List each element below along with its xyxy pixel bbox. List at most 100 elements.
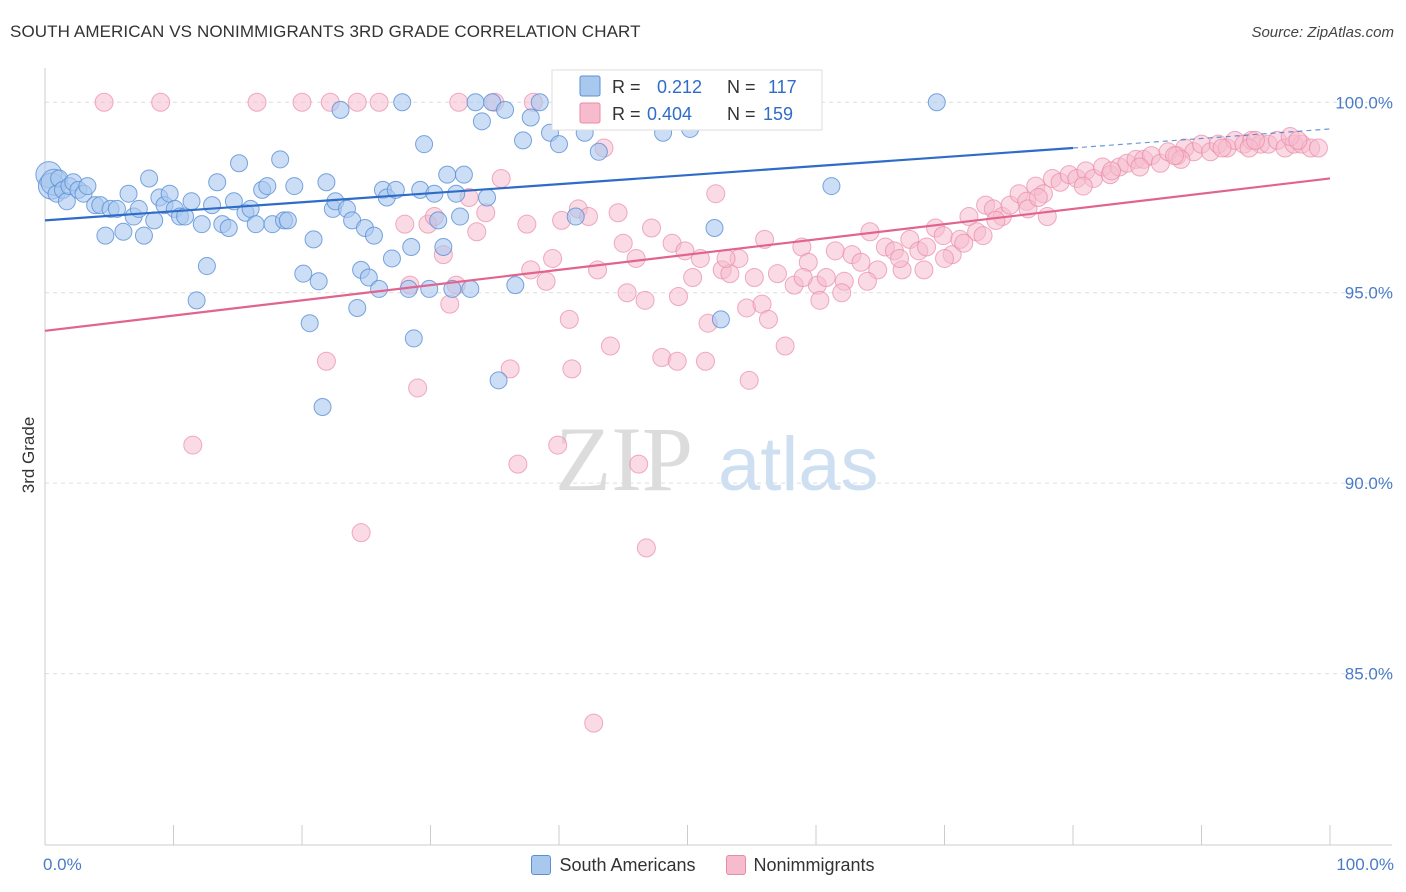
point-nonimmigrants-140 <box>521 260 541 280</box>
point-nonimmigrants-25 <box>508 454 528 474</box>
watermark-zip: ZIP <box>555 408 693 510</box>
x-tick-label-1: 100.0% <box>1336 855 1394 874</box>
point-nonimmigrants-153 <box>1073 176 1093 196</box>
point-nonimmigrants-141 <box>562 359 582 379</box>
point-south-americans-86 <box>461 279 480 298</box>
point-south-americans-54 <box>313 397 332 416</box>
point-nonimmigrants-36 <box>600 336 620 356</box>
point-nonimmigrants-3 <box>247 92 267 112</box>
point-nonimmigrants-24 <box>500 359 520 379</box>
series-nonimmigrants-points <box>94 92 1328 733</box>
point-nonimmigrants-2 <box>183 435 203 455</box>
point-nonimmigrants-41 <box>642 218 662 238</box>
point-south-americans-17 <box>114 222 133 241</box>
point-south-americans-82 <box>443 279 462 298</box>
point-south-americans-34 <box>203 196 222 215</box>
point-south-americans-11 <box>78 177 97 196</box>
point-nonimmigrants-67 <box>851 252 871 272</box>
point-south-americans-52 <box>304 230 323 249</box>
point-nonimmigrants-56 <box>758 309 778 329</box>
point-south-americans-48 <box>278 211 297 230</box>
point-nonimmigrants-149 <box>914 260 934 280</box>
trend-south-americans-extension <box>1072 128 1331 149</box>
point-south-americans-71 <box>393 93 412 112</box>
point-south-americans-64 <box>359 268 378 287</box>
trend-south-americans <box>44 146 1074 222</box>
point-nonimmigrants-7 <box>347 92 367 112</box>
point-south-americans-23 <box>145 211 164 230</box>
point-nonimmigrants-29 <box>543 248 563 268</box>
legend-swatch-pink <box>725 855 746 875</box>
stats-r-label-blue: R = <box>612 77 641 97</box>
point-nonimmigrants-122 <box>1308 138 1328 158</box>
point-south-americans-89 <box>478 188 497 207</box>
point-nonimmigrants-124 <box>793 267 813 287</box>
point-south-americans-80 <box>434 238 453 257</box>
point-nonimmigrants-146 <box>810 290 830 310</box>
point-nonimmigrants-21 <box>476 203 496 223</box>
chart-title: SOUTH AMERICAN VS NONIMMIGRANTS 3RD GRAD… <box>10 22 641 41</box>
point-south-americans-110 <box>705 218 724 237</box>
axes <box>44 68 1392 846</box>
point-nonimmigrants-58 <box>775 336 795 356</box>
point-south-americans-29 <box>176 207 195 226</box>
point-south-americans-21 <box>134 226 153 245</box>
point-nonimmigrants-152 <box>1028 188 1048 207</box>
stats-n-value-pink: 159 <box>763 104 793 124</box>
stats-r-value-blue: 0.212 <box>657 77 702 97</box>
point-nonimmigrants-130 <box>1102 161 1122 181</box>
point-south-americans-53 <box>309 272 328 291</box>
point-south-americans-113 <box>927 93 946 112</box>
point-nonimmigrants-39 <box>626 248 646 268</box>
point-south-americans-79 <box>429 211 448 230</box>
point-nonimmigrants-144 <box>716 248 736 268</box>
point-south-americans-58 <box>331 100 350 119</box>
point-nonimmigrants-134 <box>548 435 568 455</box>
point-south-americans-83 <box>447 184 466 203</box>
point-south-americans-37 <box>219 218 238 237</box>
point-nonimmigrants-26 <box>517 214 537 234</box>
point-nonimmigrants-147 <box>832 283 852 303</box>
stats-r-label-pink: R = <box>612 104 641 124</box>
point-south-americans-46 <box>271 150 290 169</box>
point-south-americans-66 <box>370 279 389 298</box>
point-south-americans-93 <box>506 276 525 295</box>
stats-legend: R = 0.212 N = 117 R = 0.404 N = 159 <box>551 69 823 131</box>
point-south-americans-16 <box>107 199 126 218</box>
y-axis-label: 3rd Grade <box>19 417 38 494</box>
point-south-americans-65 <box>364 226 383 245</box>
legend-item-south-americans[interactable]: South Americans <box>531 852 696 878</box>
point-nonimmigrants-137 <box>636 538 656 558</box>
point-south-americans-112 <box>822 177 841 196</box>
point-nonimmigrants-49 <box>706 184 726 204</box>
point-nonimmigrants-142 <box>613 233 633 253</box>
point-nonimmigrants-154 <box>1130 157 1150 177</box>
point-nonimmigrants-57 <box>767 264 787 284</box>
point-south-americans-42 <box>246 215 265 234</box>
point-nonimmigrants-138 <box>695 351 715 371</box>
point-south-americans-76 <box>415 135 434 154</box>
point-south-americans-69 <box>382 249 401 268</box>
point-south-americans-38 <box>224 192 243 211</box>
point-south-americans-49 <box>285 177 304 196</box>
y-tick-label-1: 95.0% <box>1345 284 1393 303</box>
point-nonimmigrants-151 <box>986 210 1006 230</box>
point-nonimmigrants-38 <box>617 283 637 303</box>
point-south-americans-102 <box>589 142 608 161</box>
point-nonimmigrants-40 <box>635 290 655 310</box>
point-nonimmigrants-8 <box>351 523 371 543</box>
legend-item-nonimmigrants[interactable]: Nonimmigrants <box>725 852 875 878</box>
point-nonimmigrants-1 <box>151 92 171 112</box>
point-nonimmigrants-44 <box>669 287 689 307</box>
point-nonimmigrants-37 <box>608 203 628 223</box>
point-nonimmigrants-23 <box>491 168 511 188</box>
y-tick-label-0: 100.0% <box>1335 93 1393 112</box>
point-nonimmigrants-63 <box>816 267 836 287</box>
point-nonimmigrants-150 <box>954 233 974 253</box>
point-nonimmigrants-16 <box>440 294 460 314</box>
stats-swatch-blue <box>579 75 601 97</box>
trend-nonimmigrants <box>44 177 1331 332</box>
y-tick-label-3: 85.0% <box>1345 665 1393 684</box>
point-south-americans-85 <box>454 165 473 184</box>
y-tick-label-2: 90.0% <box>1345 474 1393 493</box>
